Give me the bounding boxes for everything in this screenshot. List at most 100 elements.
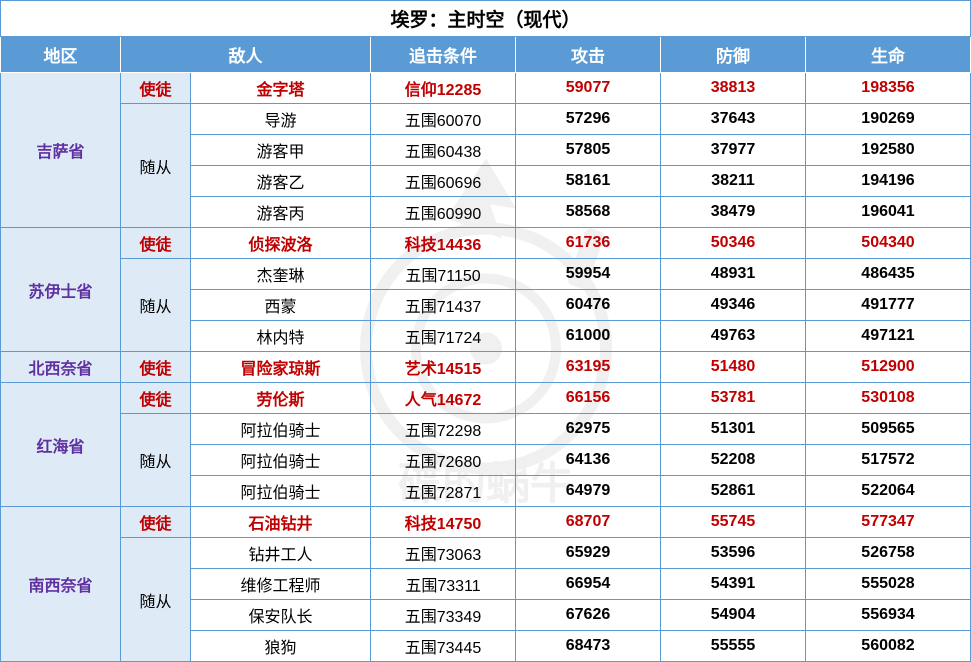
table-container: 碟的蜗牛 埃罗：主时空（现代） 地区 敌人 追击条件 攻击 防御 生命 吉萨省使…	[0, 0, 971, 662]
enemy-name-cell: 劳伦斯	[191, 383, 371, 414]
enemy-name-cell: 狼狗	[191, 631, 371, 662]
header-defense: 防御	[661, 37, 806, 73]
enemy-type-cell: 使徒	[121, 73, 191, 104]
condition-cell: 五围60990	[371, 197, 516, 228]
condition-cell: 人气14672	[371, 383, 516, 414]
title-row: 埃罗：主时空（现代）	[1, 1, 971, 37]
enemy-name-cell: 维修工程师	[191, 569, 371, 600]
header-enemy: 敌人	[121, 37, 371, 73]
table-row: 苏伊士省使徒侦探波洛科技144366173650346504340	[1, 228, 971, 259]
condition-cell: 五围60070	[371, 104, 516, 135]
stat-cell: 37977	[661, 135, 806, 166]
enemy-name-cell: 钻井工人	[191, 538, 371, 569]
header-life: 生命	[806, 37, 971, 73]
enemy-type-cell: 使徒	[121, 228, 191, 259]
stat-cell: 194196	[806, 166, 971, 197]
enemy-table: 埃罗：主时空（现代） 地区 敌人 追击条件 攻击 防御 生命 吉萨省使徒金字塔信…	[0, 0, 971, 662]
stat-cell: 59954	[516, 259, 661, 290]
stat-cell: 53596	[661, 538, 806, 569]
enemy-name-cell: 阿拉伯骑士	[191, 476, 371, 507]
stat-cell: 198356	[806, 73, 971, 104]
condition-cell: 五围72298	[371, 414, 516, 445]
header-attack: 攻击	[516, 37, 661, 73]
condition-cell: 五围71150	[371, 259, 516, 290]
enemy-type-cell: 使徒	[121, 383, 191, 414]
enemy-name-cell: 侦探波洛	[191, 228, 371, 259]
stat-cell: 192580	[806, 135, 971, 166]
stat-cell: 522064	[806, 476, 971, 507]
enemy-name-cell: 石油钻井	[191, 507, 371, 538]
stat-cell: 38211	[661, 166, 806, 197]
header-condition: 追击条件	[371, 37, 516, 73]
stat-cell: 530108	[806, 383, 971, 414]
stat-cell: 54904	[661, 600, 806, 631]
stat-cell: 64136	[516, 445, 661, 476]
stat-cell: 52208	[661, 445, 806, 476]
enemy-type-cell: 随从	[121, 538, 191, 662]
enemy-type-cell: 随从	[121, 104, 191, 228]
table-row: 北西奈省使徒冒险家琼斯艺术145156319551480512900	[1, 352, 971, 383]
table-row: 随从杰奎琳五围711505995448931486435	[1, 259, 971, 290]
stat-cell: 55745	[661, 507, 806, 538]
stat-cell: 504340	[806, 228, 971, 259]
enemy-name-cell: 游客丙	[191, 197, 371, 228]
enemy-name-cell: 金字塔	[191, 73, 371, 104]
stat-cell: 67626	[516, 600, 661, 631]
stat-cell: 65929	[516, 538, 661, 569]
table-row: 南西奈省使徒石油钻井科技147506870755745577347	[1, 507, 971, 538]
stat-cell: 517572	[806, 445, 971, 476]
enemy-name-cell: 阿拉伯骑士	[191, 414, 371, 445]
stat-cell: 53781	[661, 383, 806, 414]
condition-cell: 五围71437	[371, 290, 516, 321]
stat-cell: 57296	[516, 104, 661, 135]
enemy-name-cell: 保安队长	[191, 600, 371, 631]
enemy-name-cell: 杰奎琳	[191, 259, 371, 290]
enemy-name-cell: 林内特	[191, 321, 371, 352]
stat-cell: 58161	[516, 166, 661, 197]
enemy-name-cell: 导游	[191, 104, 371, 135]
condition-cell: 科技14436	[371, 228, 516, 259]
stat-cell: 66954	[516, 569, 661, 600]
stat-cell: 60476	[516, 290, 661, 321]
enemy-name-cell: 冒险家琼斯	[191, 352, 371, 383]
stat-cell: 509565	[806, 414, 971, 445]
enemy-type-cell: 随从	[121, 414, 191, 507]
stat-cell: 62975	[516, 414, 661, 445]
table-row: 红海省使徒劳伦斯人气146726615653781530108	[1, 383, 971, 414]
region-cell: 吉萨省	[1, 73, 121, 228]
stat-cell: 59077	[516, 73, 661, 104]
stat-cell: 37643	[661, 104, 806, 135]
stat-cell: 512900	[806, 352, 971, 383]
stat-cell: 526758	[806, 538, 971, 569]
enemy-type-cell: 随从	[121, 259, 191, 352]
enemy-type-cell: 使徒	[121, 507, 191, 538]
enemy-name-cell: 游客乙	[191, 166, 371, 197]
table-row: 随从导游五围600705729637643190269	[1, 104, 971, 135]
stat-cell: 54391	[661, 569, 806, 600]
stat-cell: 556934	[806, 600, 971, 631]
stat-cell: 50346	[661, 228, 806, 259]
condition-cell: 信仰12285	[371, 73, 516, 104]
stat-cell: 61000	[516, 321, 661, 352]
condition-cell: 五围73311	[371, 569, 516, 600]
stat-cell: 61736	[516, 228, 661, 259]
condition-cell: 五围73445	[371, 631, 516, 662]
stat-cell: 57805	[516, 135, 661, 166]
stat-cell: 49763	[661, 321, 806, 352]
stat-cell: 48931	[661, 259, 806, 290]
enemy-name-cell: 阿拉伯骑士	[191, 445, 371, 476]
stat-cell: 55555	[661, 631, 806, 662]
condition-cell: 科技14750	[371, 507, 516, 538]
stat-cell: 491777	[806, 290, 971, 321]
stat-cell: 63195	[516, 352, 661, 383]
region-cell: 北西奈省	[1, 352, 121, 383]
region-cell: 南西奈省	[1, 507, 121, 662]
stat-cell: 577347	[806, 507, 971, 538]
condition-cell: 五围60438	[371, 135, 516, 166]
stat-cell: 68473	[516, 631, 661, 662]
stat-cell: 68707	[516, 507, 661, 538]
stat-cell: 497121	[806, 321, 971, 352]
stat-cell: 190269	[806, 104, 971, 135]
condition-cell: 五围73349	[371, 600, 516, 631]
stat-cell: 58568	[516, 197, 661, 228]
